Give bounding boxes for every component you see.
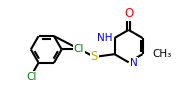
Text: S: S [91, 50, 98, 63]
Text: N: N [130, 58, 137, 68]
Text: CH₃: CH₃ [153, 49, 172, 59]
Text: NH: NH [98, 33, 113, 43]
Text: Cl: Cl [74, 44, 84, 54]
Text: Cl: Cl [27, 72, 37, 82]
Text: O: O [124, 7, 133, 20]
